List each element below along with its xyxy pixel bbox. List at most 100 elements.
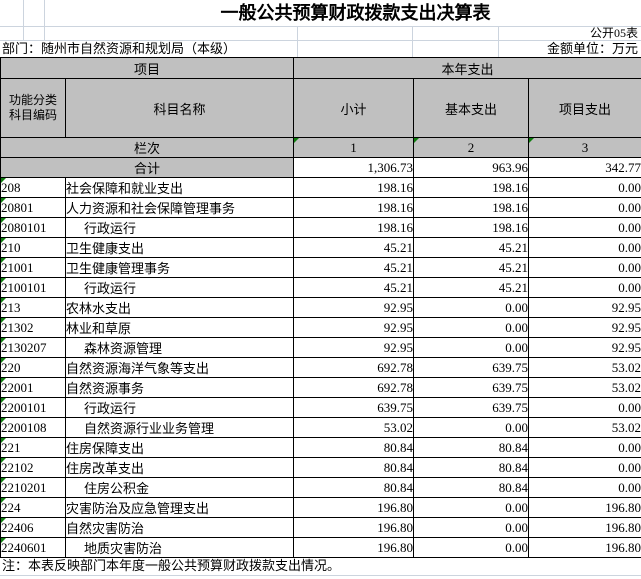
cell-subject-name[interactable]: 行政运行 <box>64 277 295 298</box>
cell-project-expenditure[interactable]: 0.00 <box>528 457 641 478</box>
cell-basic-expenditure[interactable]: 0.00 <box>413 337 530 358</box>
cell-subject-name[interactable]: 住房保障支出 <box>64 437 295 458</box>
cell-subtotal[interactable]: 80.84 <box>293 437 415 458</box>
cell-function-code[interactable]: 21302 <box>0 317 66 338</box>
index-col-1[interactable]: 1 <box>293 137 415 158</box>
department-label[interactable]: 部门：随州市自然资源和规划局（本级） <box>2 41 237 56</box>
cell-basic-expenditure[interactable]: 639.75 <box>413 357 530 378</box>
cell-function-code[interactable]: 2100101 <box>0 277 66 298</box>
cell-subject-name[interactable]: 林业和草原 <box>64 317 295 338</box>
cell-project-expenditure[interactable]: 0.00 <box>528 197 641 218</box>
cell-subject-name[interactable]: 住房改革支出 <box>64 457 295 478</box>
cell-project-expenditure[interactable]: 53.02 <box>528 357 641 378</box>
cell-project-expenditure[interactable]: 196.80 <box>528 497 641 518</box>
cell-project-expenditure[interactable]: 0.00 <box>528 177 641 198</box>
cell-subject-name[interactable]: 人力资源和社会保障管理事务 <box>64 197 295 218</box>
cell-project-expenditure[interactable]: 0.00 <box>528 237 641 258</box>
total-subtotal[interactable]: 1,306.73 <box>293 157 415 178</box>
header-function-code[interactable]: 功能分类 科目编码 <box>0 78 66 138</box>
cell-basic-expenditure[interactable]: 45.21 <box>413 277 530 298</box>
cell-subtotal[interactable]: 92.95 <box>293 297 415 318</box>
cell-subject-name[interactable]: 自然资源海洋气象等支出 <box>64 357 295 378</box>
cell-subject-name[interactable]: 地质灾害防治 <box>64 537 295 558</box>
cell-project-expenditure[interactable]: 0.00 <box>528 477 641 498</box>
cell-subtotal[interactable]: 92.95 <box>293 317 415 338</box>
cell-subtotal[interactable]: 196.80 <box>293 497 415 518</box>
index-row-label[interactable]: 栏次 <box>0 137 295 158</box>
cell-basic-expenditure[interactable]: 639.75 <box>413 377 530 398</box>
cell-function-code[interactable]: 2210201 <box>0 477 66 498</box>
cell-subject-name[interactable]: 行政运行 <box>64 397 295 418</box>
cell-subject-name[interactable]: 卫生健康支出 <box>64 237 295 258</box>
cell-project-expenditure[interactable]: 0.00 <box>528 397 641 418</box>
cell-subject-name[interactable]: 森林资源管理 <box>64 337 295 358</box>
cell-basic-expenditure[interactable]: 80.84 <box>413 437 530 458</box>
cell-subtotal[interactable]: 92.95 <box>293 337 415 358</box>
cell-subject-name[interactable]: 住房公积金 <box>64 477 295 498</box>
cell-basic-expenditure[interactable]: 0.00 <box>413 417 530 438</box>
cell-basic-expenditure[interactable]: 45.21 <box>413 257 530 278</box>
cell-subtotal[interactable]: 196.80 <box>293 517 415 538</box>
cell-function-code[interactable]: 21001 <box>0 257 66 278</box>
cell-function-code[interactable]: 2200101 <box>0 397 66 418</box>
cell-subtotal[interactable]: 639.75 <box>293 397 415 418</box>
cell-basic-expenditure[interactable]: 80.84 <box>413 477 530 498</box>
cell-subject-name[interactable]: 农林水支出 <box>64 297 295 318</box>
cell-project-expenditure[interactable]: 0.00 <box>528 437 641 458</box>
cell-subtotal[interactable]: 692.78 <box>293 377 415 398</box>
group-header-item[interactable]: 项目 <box>0 57 295 79</box>
amount-unit-label[interactable]: 金额单位：万元 <box>546 41 638 56</box>
cell-function-code[interactable]: 20801 <box>0 197 66 218</box>
cell-function-code[interactable]: 22001 <box>0 377 66 398</box>
cell-basic-expenditure[interactable]: 198.16 <box>413 217 530 238</box>
cell-basic-expenditure[interactable]: 0.00 <box>413 317 530 338</box>
header-basic-expenditure[interactable]: 基本支出 <box>413 78 530 138</box>
cell-function-code[interactable]: 210 <box>0 237 66 258</box>
total-basic-expenditure[interactable]: 963.96 <box>413 157 530 178</box>
cell-project-expenditure[interactable]: 92.95 <box>528 297 641 318</box>
total-project-expenditure[interactable]: 342.77 <box>528 157 641 178</box>
cell-subtotal[interactable]: 198.16 <box>293 197 415 218</box>
header-project-expenditure[interactable]: 项目支出 <box>528 78 641 138</box>
cell-subject-name[interactable]: 社会保障和就业支出 <box>64 177 295 198</box>
header-subtotal[interactable]: 小计 <box>293 78 415 138</box>
cell-subject-name[interactable]: 自然资源事务 <box>64 377 295 398</box>
index-col-2[interactable]: 2 <box>413 137 530 158</box>
cell-subtotal[interactable]: 45.21 <box>293 257 415 278</box>
cell-function-code[interactable]: 224 <box>0 497 66 518</box>
cell-basic-expenditure[interactable]: 0.00 <box>413 537 530 558</box>
cell-project-expenditure[interactable]: 0.00 <box>528 257 641 278</box>
total-row-label[interactable]: 合计 <box>0 157 295 178</box>
cell-function-code[interactable]: 2080101 <box>0 217 66 238</box>
cell-function-code[interactable]: 221 <box>0 437 66 458</box>
cell-subject-name[interactable]: 自然灾害防治 <box>64 517 295 538</box>
cell-basic-expenditure[interactable]: 0.00 <box>413 297 530 318</box>
cell-function-code[interactable]: 213 <box>0 297 66 318</box>
cell-subtotal[interactable]: 196.80 <box>293 537 415 558</box>
cell-function-code[interactable]: 22102 <box>0 457 66 478</box>
group-header-current-year-expenditure[interactable]: 本年支出 <box>293 57 641 79</box>
note-text[interactable]: 注：本表反映部门本年度一般公共预算财政拨款支出情况。 <box>2 558 341 573</box>
cell-basic-expenditure[interactable]: 639.75 <box>413 397 530 418</box>
cell-project-expenditure[interactable]: 53.02 <box>528 377 641 398</box>
header-subject-name[interactable]: 科目名称 <box>64 78 295 138</box>
cell-project-expenditure[interactable]: 53.02 <box>528 417 641 438</box>
cell-function-code[interactable]: 220 <box>0 357 66 378</box>
cell-subtotal[interactable]: 45.21 <box>293 237 415 258</box>
cell-function-code[interactable]: 22406 <box>0 517 66 538</box>
cell-subtotal[interactable]: 80.84 <box>293 457 415 478</box>
cell-subject-name[interactable]: 行政运行 <box>64 217 295 238</box>
cell-subtotal[interactable]: 45.21 <box>293 277 415 298</box>
cell-project-expenditure[interactable]: 196.80 <box>528 537 641 558</box>
cell-project-expenditure[interactable]: 92.95 <box>528 337 641 358</box>
cell-subtotal[interactable]: 198.16 <box>293 217 415 238</box>
cell-project-expenditure[interactable]: 0.00 <box>528 217 641 238</box>
cell-function-code[interactable]: 2200108 <box>0 417 66 438</box>
cell-subtotal[interactable]: 692.78 <box>293 357 415 378</box>
index-col-3[interactable]: 3 <box>528 137 641 158</box>
cell-basic-expenditure[interactable]: 45.21 <box>413 237 530 258</box>
cell-project-expenditure[interactable]: 0.00 <box>528 277 641 298</box>
cell-subtotal[interactable]: 80.84 <box>293 477 415 498</box>
cell-function-code[interactable]: 208 <box>0 177 66 198</box>
cell-basic-expenditure[interactable]: 198.16 <box>413 197 530 218</box>
